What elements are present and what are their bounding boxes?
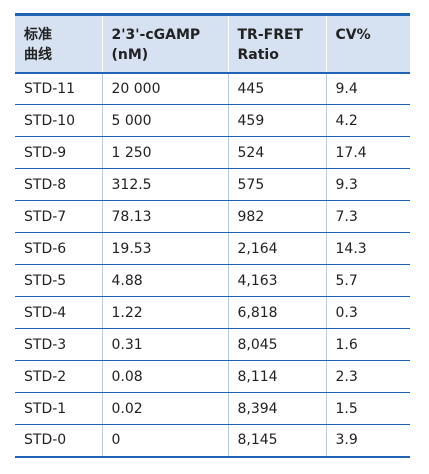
cell-standard: STD-7 (15, 200, 102, 233)
cell-cv: 3.9 (325, 424, 410, 458)
cell-concentration: 5 000 (101, 104, 228, 137)
cell-ratio: 445 (227, 72, 326, 105)
header-concentration: 2'3'-cGAMP (nM) (101, 13, 228, 74)
cell-ratio: 2,164 (227, 232, 326, 265)
table-row: STD-0 0 8,145 3.9 (15, 424, 410, 458)
cell-concentration: 20 000 (101, 72, 228, 105)
cell-concentration: 1.22 (101, 296, 228, 329)
cell-ratio: 459 (227, 104, 326, 137)
cell-standard: STD-4 (15, 296, 102, 329)
table-row: STD-9 1 250 524 17.4 (15, 136, 410, 169)
cell-ratio: 524 (227, 136, 326, 169)
cell-standard: STD-1 (15, 392, 102, 425)
cell-cv: 9.4 (325, 72, 410, 105)
cell-cv: 17.4 (325, 136, 410, 169)
cell-cv: 5.7 (325, 264, 410, 297)
cell-ratio: 6,818 (227, 296, 326, 329)
header-row: 标准 曲线 2'3'-cGAMP (nM) TR-FRET Ratio CV% (15, 13, 410, 74)
header-cv: CV% (325, 13, 410, 74)
cell-cv: 14.3 (325, 232, 410, 265)
cell-ratio: 4,163 (227, 264, 326, 297)
cell-ratio: 8,045 (227, 328, 326, 361)
cell-standard: STD-0 (15, 424, 102, 458)
data-table-container: 标准 曲线 2'3'-cGAMP (nM) TR-FRET Ratio CV% STD-11… (15, 13, 410, 458)
cell-cv: 1.6 (325, 328, 410, 361)
cell-ratio: 8,394 (227, 392, 326, 425)
table-row: STD-10 5 000 459 4.2 (15, 104, 410, 137)
cell-concentration: 0.31 (101, 328, 228, 361)
table-body: STD-11 20 000 445 9.4 STD-10 5 000 459 4.2 STD-9… (15, 72, 410, 458)
cell-ratio: 8,114 (227, 360, 326, 393)
cell-concentration: 0.02 (101, 392, 228, 425)
cell-standard: STD-11 (15, 72, 102, 105)
cell-ratio: 982 (227, 200, 326, 233)
cell-cv: 0.3 (325, 296, 410, 329)
table-row: STD-11 20 000 445 9.4 (15, 72, 410, 105)
cell-cv: 1.5 (325, 392, 410, 425)
cell-standard: STD-5 (15, 264, 102, 297)
cell-concentration: 1 250 (101, 136, 228, 169)
cell-cv: 2.3 (325, 360, 410, 393)
cell-ratio: 8,145 (227, 424, 326, 458)
cell-concentration: 78.13 (101, 200, 228, 233)
cell-standard: STD-2 (15, 360, 102, 393)
cell-standard: STD-10 (15, 104, 102, 137)
cell-cv: 7.3 (325, 200, 410, 233)
table-header: 标准 曲线 2'3'-cGAMP (nM) TR-FRET Ratio CV% (15, 13, 410, 74)
cell-ratio: 575 (227, 168, 326, 201)
std-curve-table: 标准 曲线 2'3'-cGAMP (nM) TR-FRET Ratio CV% STD-11… (15, 13, 410, 458)
cell-standard: STD-8 (15, 168, 102, 201)
cell-concentration: 312.5 (101, 168, 228, 201)
cell-cv: 9.3 (325, 168, 410, 201)
table-row: STD-6 19.53 2,164 14.3 (15, 232, 410, 265)
header-standard-curve: 标准 曲线 (15, 13, 102, 74)
cell-standard: STD-6 (15, 232, 102, 265)
table-row: STD-4 1.22 6,818 0.3 (15, 296, 410, 329)
cell-standard: STD-3 (15, 328, 102, 361)
table-row: STD-2 0.08 8,114 2.3 (15, 360, 410, 393)
cell-standard: STD-9 (15, 136, 102, 169)
table-row: STD-5 4.88 4,163 5.7 (15, 264, 410, 297)
table-row: STD-1 0.02 8,394 1.5 (15, 392, 410, 425)
cell-concentration: 4.88 (101, 264, 228, 297)
header-tr-fret-ratio: TR-FRET Ratio (227, 13, 326, 74)
table-row: STD-3 0.31 8,045 1.6 (15, 328, 410, 361)
cell-concentration: 0 (101, 424, 228, 458)
cell-concentration: 19.53 (101, 232, 228, 265)
table-row: STD-7 78.13 982 7.3 (15, 200, 410, 233)
cell-concentration: 0.08 (101, 360, 228, 393)
table-row: STD-8 312.5 575 9.3 (15, 168, 410, 201)
cell-cv: 4.2 (325, 104, 410, 137)
